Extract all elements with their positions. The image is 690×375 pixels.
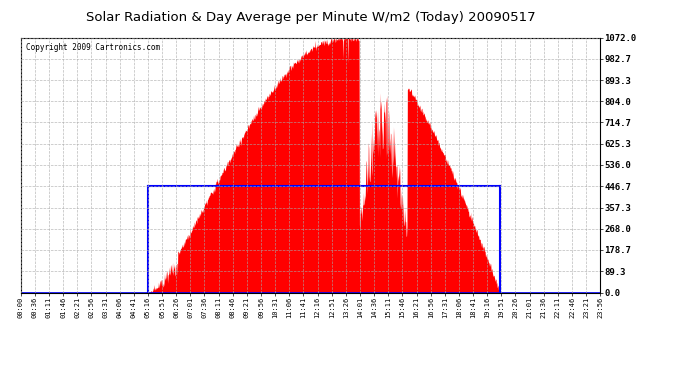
Text: Copyright 2009 Cartronics.com: Copyright 2009 Cartronics.com [26,43,161,52]
Text: Solar Radiation & Day Average per Minute W/m2 (Today) 20090517: Solar Radiation & Day Average per Minute… [86,11,535,24]
